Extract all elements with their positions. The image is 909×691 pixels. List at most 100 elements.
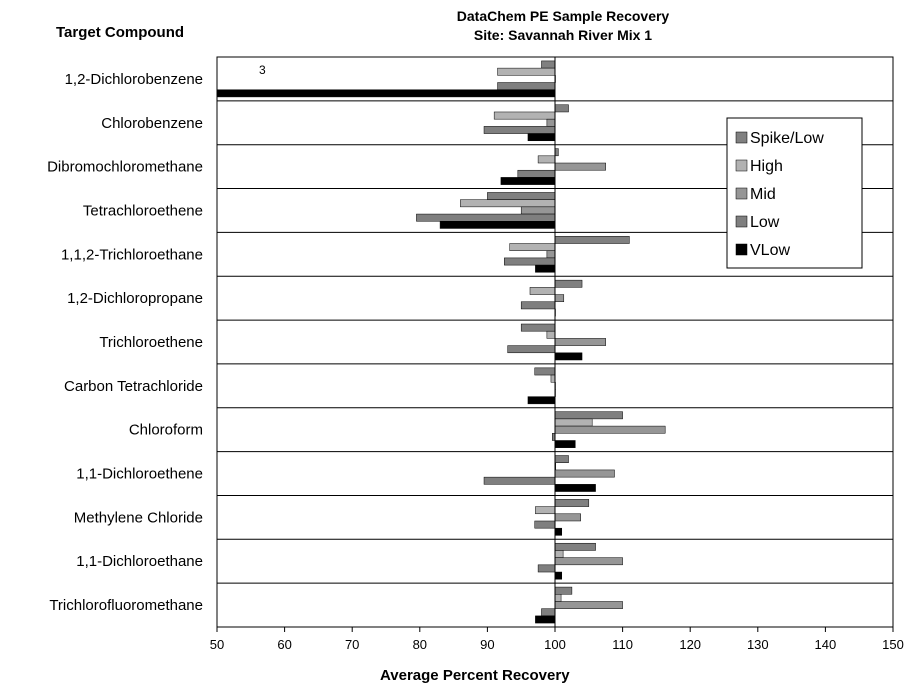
bar: [554, 338, 606, 346]
category-label: 1,1-Dichloroethane: [76, 553, 203, 570]
bar: [554, 586, 573, 595]
x-tick-label: 90: [480, 637, 494, 652]
legend-label: Low: [750, 214, 780, 231]
bar: [554, 425, 666, 434]
category-label: Trichloroethene: [99, 334, 203, 351]
bar: [497, 82, 556, 90]
bar: [504, 257, 556, 266]
y-axis-title: Target Compound: [56, 24, 185, 41]
bar: [554, 469, 615, 478]
bar: [535, 506, 556, 515]
bar: [507, 345, 556, 354]
x-tick-label: 130: [747, 637, 769, 652]
legend-swatch: [735, 187, 748, 200]
bar: [554, 455, 569, 463]
bar: [497, 67, 556, 76]
bar: [554, 294, 565, 303]
bar: [554, 571, 563, 580]
bar: [554, 499, 590, 507]
category-label: Tetrachloroethene: [83, 202, 203, 219]
bar: [509, 243, 556, 251]
bar: [535, 264, 556, 273]
bar: [520, 323, 556, 332]
x-axis-title: Average Percent Recovery: [380, 667, 570, 684]
legend-swatch: [735, 159, 748, 172]
legend-label: Mid: [750, 186, 776, 203]
x-tick-label: 70: [345, 637, 359, 652]
bar: [483, 476, 556, 485]
bar: [554, 411, 623, 420]
legend-box: [726, 117, 863, 269]
x-tick-label: 60: [277, 637, 291, 652]
x-tick-label: 140: [815, 637, 837, 652]
bar: [416, 213, 556, 222]
chart-title: DataChem PE Sample Recovery: [456, 8, 670, 24]
bar-annotation: 3: [259, 63, 266, 77]
bar: [541, 608, 556, 617]
bar: [554, 601, 623, 609]
bar: [554, 557, 623, 566]
bar: [483, 126, 556, 134]
bar: [554, 527, 563, 536]
category-label: Methylene Chloride: [74, 509, 203, 526]
bar: [550, 374, 556, 383]
bar: [554, 594, 562, 602]
bar: [520, 206, 556, 215]
bar: [546, 330, 556, 339]
category-label: Chloroform: [129, 422, 203, 439]
category-label: Trichlorofluoromethane: [49, 597, 203, 614]
chart-subtitle: Site: Savannah River Mix 1: [473, 27, 653, 43]
x-tick-label: 110: [612, 637, 633, 652]
x-tick-label: 80: [413, 637, 427, 652]
bar: [517, 169, 556, 178]
bar: [487, 192, 556, 200]
bar: [554, 236, 630, 244]
legend-label: VLow: [750, 242, 790, 259]
x-tick-label: 120: [679, 637, 701, 652]
bar: [537, 564, 556, 573]
bar: [554, 104, 569, 113]
bar: [534, 520, 556, 529]
bar: [554, 418, 593, 427]
bar: [554, 550, 564, 558]
bar: [460, 199, 556, 208]
bar: [500, 177, 556, 185]
category-label: 1,2-Dichloropropane: [67, 290, 203, 307]
bar: [527, 133, 556, 142]
bar: [554, 542, 596, 551]
bar: [529, 287, 556, 295]
category-label: Chlorobenzene: [101, 115, 203, 132]
legend-swatch: [735, 243, 748, 256]
legend-label: High: [750, 158, 783, 175]
category-label: Dibromochloromethane: [47, 159, 203, 176]
bar: [554, 440, 576, 448]
bar: [554, 162, 606, 171]
bar: [546, 250, 556, 259]
bar: [554, 513, 581, 522]
bar: [541, 60, 556, 69]
x-tick-label: 100: [544, 637, 566, 652]
bar: [216, 89, 556, 98]
category-label: 1,1,2-Trichloroethane: [61, 246, 203, 263]
bar: [493, 111, 556, 120]
legend-label: Spike/Low: [750, 130, 824, 147]
bar: [554, 484, 596, 492]
bar: [535, 615, 556, 624]
bar: [546, 118, 556, 127]
x-tick-label: 150: [882, 637, 904, 652]
bar: [534, 367, 556, 376]
bar: [554, 148, 559, 157]
bar: [520, 301, 556, 310]
x-tick-label: 50: [210, 637, 224, 652]
legend-swatch: [735, 215, 748, 228]
category-label: Carbon Tetrachloride: [64, 378, 203, 395]
legend-swatch: [735, 131, 748, 144]
bar: [554, 352, 583, 361]
bar: [439, 221, 556, 229]
category-label: 1,1-Dichloroethene: [76, 466, 203, 483]
bar: [537, 155, 556, 164]
bar: [554, 279, 583, 288]
category-label: 1,2-Dichlorobenzene: [65, 71, 203, 88]
bar: [527, 396, 556, 405]
